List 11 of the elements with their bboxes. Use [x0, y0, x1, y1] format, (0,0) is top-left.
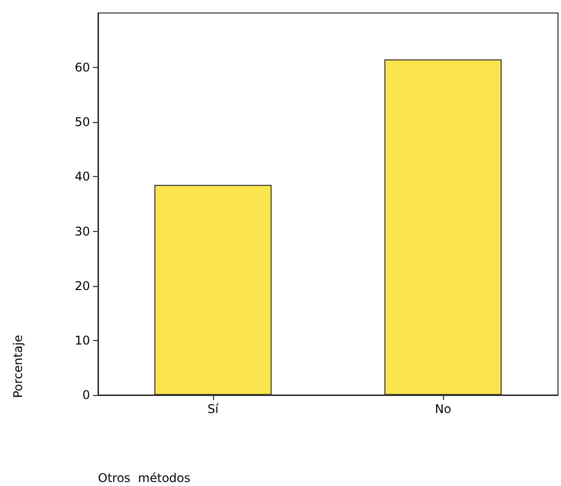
y-tick-label: 50: [74, 115, 90, 130]
y-tick-label: 30: [74, 224, 90, 238]
x-tick-label: Sí: [208, 402, 220, 416]
x-axis-title: Otros métodos: [98, 471, 190, 485]
y-tick-label: 20: [74, 278, 90, 293]
y-tick-label: 40: [74, 170, 90, 184]
x-tick-label: No: [434, 402, 452, 416]
y-tick-label: 0: [82, 388, 90, 402]
y-tick-label: 60: [74, 60, 90, 75]
y-tick-label: 10: [74, 333, 90, 348]
y-axis-title: Porcentaje: [11, 334, 25, 398]
